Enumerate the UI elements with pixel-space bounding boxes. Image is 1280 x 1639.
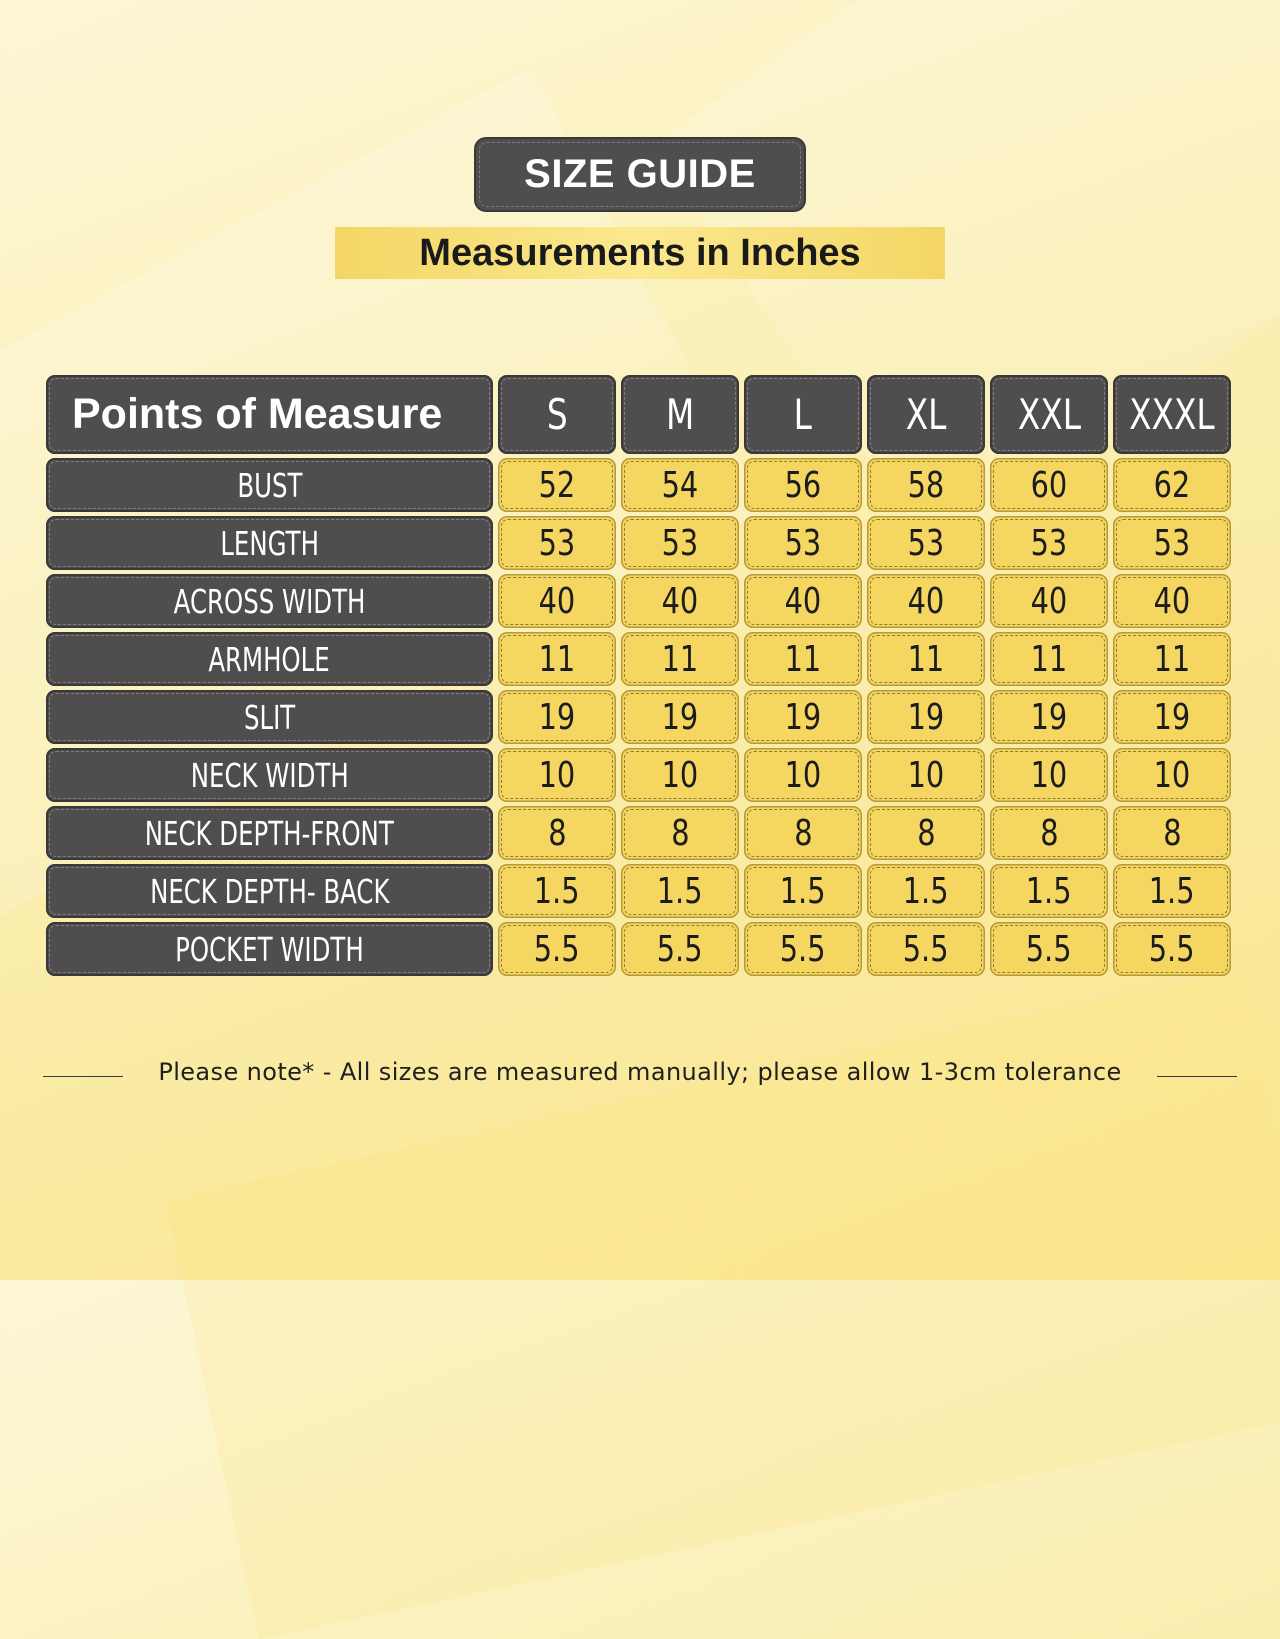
- value-cell: 11: [867, 632, 985, 686]
- value-cell: 40: [990, 574, 1108, 628]
- row-label-across-width: ACROSS WIDTH: [46, 574, 493, 628]
- value-cell: 1.5: [1113, 864, 1231, 918]
- value-cell: 19: [1113, 690, 1231, 744]
- value-cell: 60: [990, 458, 1108, 512]
- value-cell: 53: [744, 516, 862, 570]
- size-header-l: L: [744, 375, 862, 454]
- size-header-xxl: XXL: [990, 375, 1108, 454]
- value-cell: 53: [990, 516, 1108, 570]
- size-header-s: S: [498, 375, 616, 454]
- value-cell: 8: [744, 806, 862, 860]
- value-cell: 11: [498, 632, 616, 686]
- value-cell: 53: [621, 516, 739, 570]
- table-corner-header: Points of Measure: [46, 375, 493, 454]
- row-label-neck-depth-front: NECK DEPTH-FRONT: [46, 806, 493, 860]
- value-cell: 5.5: [990, 922, 1108, 976]
- size-header-xxxl: XXXL: [1113, 375, 1231, 454]
- value-cell: 19: [621, 690, 739, 744]
- row-label-pocket-width: POCKET WIDTH: [46, 922, 493, 976]
- value-cell: 19: [498, 690, 616, 744]
- row-label-slit: SLIT: [46, 690, 493, 744]
- value-cell: 53: [1113, 516, 1231, 570]
- value-cell: 11: [621, 632, 739, 686]
- value-cell: 5.5: [744, 922, 862, 976]
- size-table: Points of Measure S M L XL XXL XXXL BUST…: [46, 375, 1231, 976]
- value-cell: 1.5: [498, 864, 616, 918]
- value-cell: 58: [867, 458, 985, 512]
- size-header-xl: XL: [867, 375, 985, 454]
- value-cell: 5.5: [1113, 922, 1231, 976]
- value-cell: 5.5: [867, 922, 985, 976]
- tolerance-note: Please note* - All sizes are measured ma…: [158, 1058, 1122, 1086]
- value-cell: 11: [744, 632, 862, 686]
- page-subtitle: Measurements in Inches: [335, 227, 945, 279]
- value-cell: 1.5: [990, 864, 1108, 918]
- value-cell: 19: [990, 690, 1108, 744]
- value-cell: 11: [1113, 632, 1231, 686]
- value-cell: 8: [621, 806, 739, 860]
- value-cell: 8: [1113, 806, 1231, 860]
- value-cell: 5.5: [498, 922, 616, 976]
- value-cell: 54: [621, 458, 739, 512]
- note-divider-right: [1157, 1076, 1237, 1077]
- row-label-neck-width: NECK WIDTH: [46, 748, 493, 802]
- value-cell: 10: [867, 748, 985, 802]
- value-cell: 5.5: [621, 922, 739, 976]
- value-cell: 10: [990, 748, 1108, 802]
- value-cell: 1.5: [867, 864, 985, 918]
- value-cell: 53: [498, 516, 616, 570]
- value-cell: 53: [867, 516, 985, 570]
- value-cell: 10: [1113, 748, 1231, 802]
- value-cell: 40: [1113, 574, 1231, 628]
- row-label-armhole: ARMHOLE: [46, 632, 493, 686]
- value-cell: 40: [867, 574, 985, 628]
- value-cell: 8: [990, 806, 1108, 860]
- value-cell: 8: [498, 806, 616, 860]
- value-cell: 52: [498, 458, 616, 512]
- value-cell: 40: [744, 574, 862, 628]
- value-cell: 19: [867, 690, 985, 744]
- row-label-bust: BUST: [46, 458, 493, 512]
- row-label-neck-depth-back: NECK DEPTH- BACK: [46, 864, 493, 918]
- size-header-m: M: [621, 375, 739, 454]
- value-cell: 62: [1113, 458, 1231, 512]
- value-cell: 10: [621, 748, 739, 802]
- value-cell: 10: [498, 748, 616, 802]
- value-cell: 8: [867, 806, 985, 860]
- value-cell: 1.5: [744, 864, 862, 918]
- note-divider-left: [43, 1076, 123, 1077]
- value-cell: 11: [990, 632, 1108, 686]
- value-cell: 1.5: [621, 864, 739, 918]
- value-cell: 19: [744, 690, 862, 744]
- value-cell: 56: [744, 458, 862, 512]
- value-cell: 40: [621, 574, 739, 628]
- value-cell: 40: [498, 574, 616, 628]
- page-title: SIZE GUIDE: [476, 139, 804, 210]
- row-label-length: LENGTH: [46, 516, 493, 570]
- value-cell: 10: [744, 748, 862, 802]
